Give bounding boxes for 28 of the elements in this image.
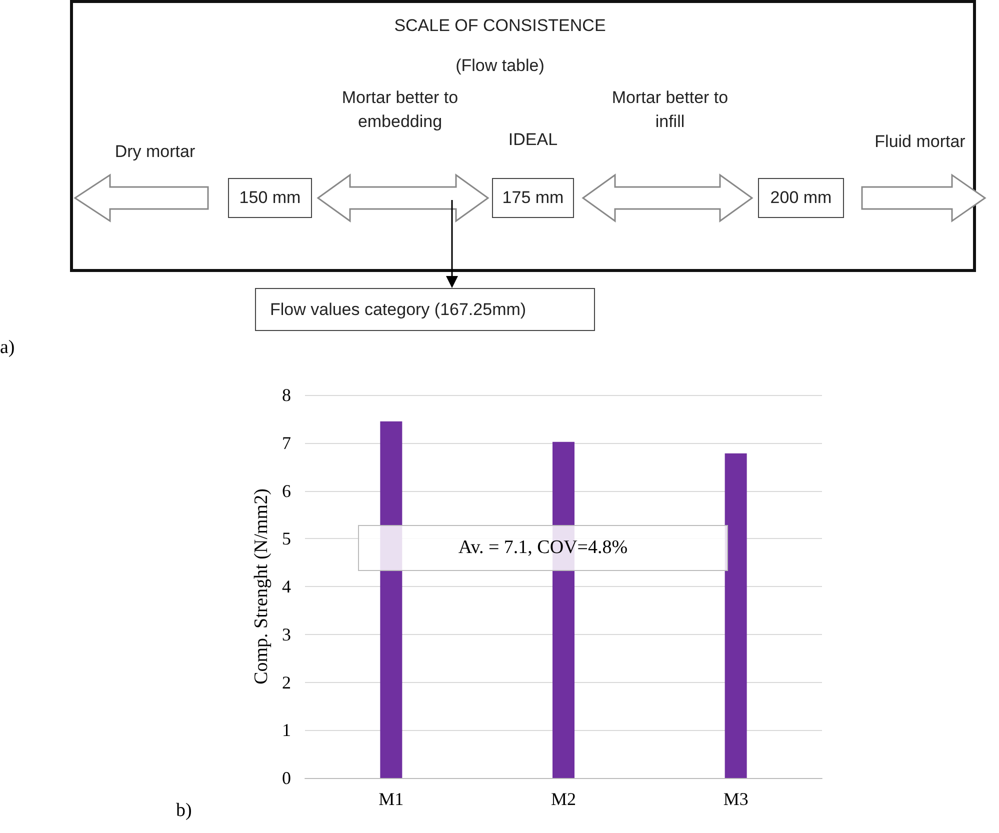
y-tick-label: 8 xyxy=(282,385,291,405)
x-tick-label: M3 xyxy=(723,789,748,809)
y-tick-label: 0 xyxy=(282,768,291,788)
text: Fluid mortar xyxy=(874,131,966,153)
y-tick-label: 2 xyxy=(282,672,291,692)
text: 200 mm xyxy=(758,178,844,218)
text: SCALE OF CONSISTENCE xyxy=(393,15,607,37)
y-tick-label: 6 xyxy=(282,480,291,501)
x-tick-label: M2 xyxy=(550,789,576,809)
y-tick-label: 4 xyxy=(282,576,291,596)
y-axis-title: Comp. Strenght (N/mm2) xyxy=(251,488,272,684)
text: b) xyxy=(176,800,192,822)
text: 150 mm xyxy=(228,178,312,218)
text: 175 mm xyxy=(492,178,574,218)
bar xyxy=(724,453,747,778)
text: (Flow table) xyxy=(454,55,546,77)
y-tick-label: 7 xyxy=(282,432,291,453)
text: Dry mortar xyxy=(114,141,196,163)
x-tick-label: M1 xyxy=(378,789,404,809)
text: a) xyxy=(0,336,16,360)
text: IDEAL xyxy=(507,129,559,151)
y-tick-label: 1 xyxy=(282,720,291,740)
y-tick-label: 3 xyxy=(282,624,291,644)
text: Flow values category (167.25mm) xyxy=(255,288,595,331)
text: Mortar better to embedding xyxy=(340,87,460,133)
note-box: Av. = 7.1, COV=4.8% xyxy=(358,525,728,571)
y-tick-label: 5 xyxy=(282,528,291,549)
text: Mortar better to infill xyxy=(610,87,730,133)
